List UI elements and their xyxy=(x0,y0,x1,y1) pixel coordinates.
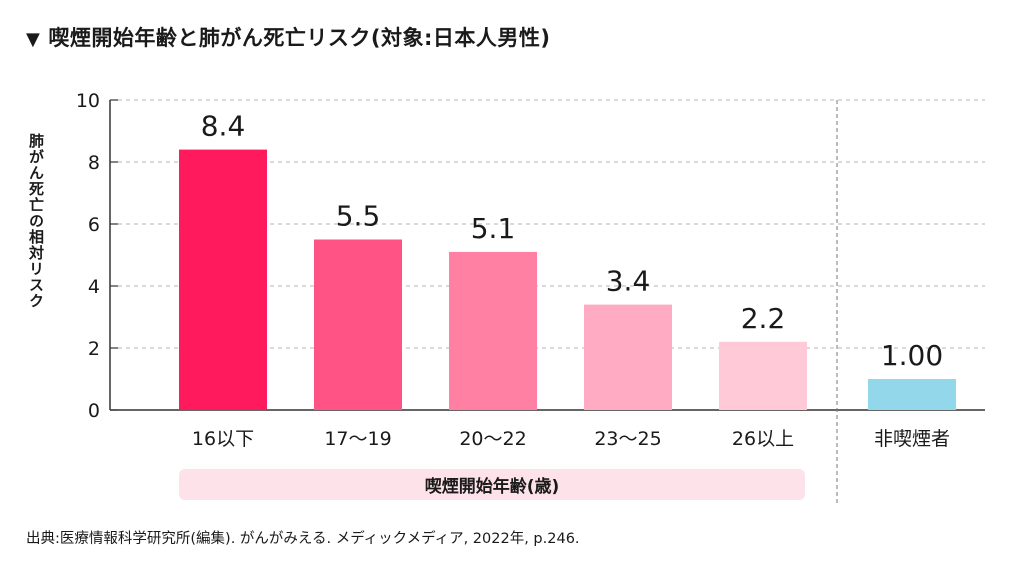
source-citation: 出典:医療情報科学研究所(編集). がんがみえる. メディックメディア, 202… xyxy=(26,531,580,547)
bar-value-label: 3.4 xyxy=(606,265,651,298)
bar xyxy=(584,304,672,410)
bar xyxy=(314,239,402,410)
x-tick-label: 23～25 xyxy=(594,428,661,450)
chart-title-text: 喫煙開始年齢と肺がん死亡リスク(対象:日本人男性) xyxy=(48,26,551,50)
bar xyxy=(719,341,807,410)
y-tick-label: 8 xyxy=(88,152,100,174)
y-tick-label: 6 xyxy=(88,214,100,236)
x-tick-label: 16以下 xyxy=(192,428,254,450)
chart-title: ▼ 喫煙開始年齢と肺がん死亡リスク(対象:日本人男性) xyxy=(26,22,550,52)
x-tick-label: 非喫煙者 xyxy=(874,428,950,450)
x-tick-label: 20～22 xyxy=(459,428,526,450)
bar xyxy=(179,149,267,410)
bar xyxy=(449,251,537,410)
bar xyxy=(868,379,956,410)
y-tick-label: 4 xyxy=(88,276,100,298)
bar-value-label: 5.1 xyxy=(471,212,516,245)
x-tick-label: 26以上 xyxy=(732,428,794,450)
x-axis-label-text: 喫煙開始年齢(歳) xyxy=(424,477,560,497)
y-tick-label: 10 xyxy=(76,90,100,112)
triangle-down-icon: ▼ xyxy=(26,29,41,50)
y-axis-label: 肺がん死亡の相対リスク xyxy=(27,133,45,309)
bar-value-label: 1.00 xyxy=(881,339,943,372)
bar-value-label: 5.5 xyxy=(336,200,381,233)
y-tick-label: 2 xyxy=(88,338,100,360)
y-tick-label: 0 xyxy=(88,400,100,422)
bar-value-label: 2.2 xyxy=(741,302,786,335)
x-axis-group-label: 喫煙開始年齢(歳) xyxy=(179,469,805,500)
x-tick-label: 17～19 xyxy=(324,428,391,450)
bar-value-label: 8.4 xyxy=(201,110,246,143)
